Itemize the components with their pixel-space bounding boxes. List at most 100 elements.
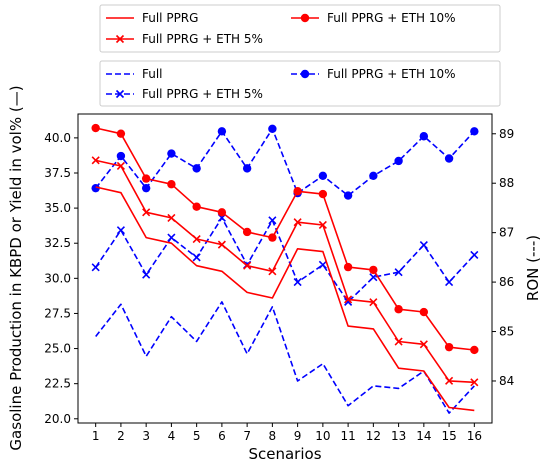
left-tick-label: 40.0 — [44, 131, 71, 145]
data-point-left-full-pprg-eth-5 — [369, 298, 378, 307]
data-point-left-full-pprg-eth-10 — [141, 174, 151, 183]
data-point-left-full-pprg-eth-5 — [419, 340, 428, 349]
data-point-right-full-pprg-eth-10 — [192, 164, 201, 173]
right-axis-label: RON (---) — [524, 235, 542, 301]
data-point-right-full-pprg-eth-10 — [217, 127, 227, 136]
data-point-left-full-pprg-eth-5 — [445, 376, 454, 385]
series-left-full-pprg-eth-5 — [91, 156, 479, 387]
data-point-right-full-pprg-eth-10 — [318, 171, 328, 180]
data-point-right-full-pprg-eth-5 — [318, 260, 327, 269]
series-line-right-full-pprg-eth-5 — [95, 217, 475, 303]
data-point-left-full-pprg-eth-10 — [470, 345, 479, 355]
x-tick-label: 12 — [366, 429, 381, 443]
data-point-right-full-pprg-eth-10 — [394, 156, 403, 166]
data-point-left-full-pprg-eth-10 — [91, 123, 100, 133]
data-point-right-full-pprg-eth-5 — [192, 253, 201, 262]
right-axis-ticks: 84 85 86 87 88 89 — [492, 127, 514, 388]
data-point-left-full-pprg-eth-5 — [394, 337, 403, 346]
data-point-left-full-pprg-eth-10 — [444, 342, 454, 352]
legend-top-label-eth10: Full PPRG + ETH 10% — [327, 11, 456, 25]
data-point-left-full-pprg-eth-5 — [293, 218, 302, 227]
data-point-right-full-pprg-eth-10 — [343, 191, 353, 200]
legend-bottom-label-full: Full — [142, 67, 163, 81]
x-tick-label: 6 — [218, 429, 226, 443]
data-point-right-full-pprg-eth-5 — [419, 240, 428, 250]
legend-top-label-eth5: Full PPRG + ETH 5% — [142, 32, 263, 46]
data-point-left-full-pprg-eth-10 — [394, 305, 403, 314]
data-point-left-full-pprg-eth-5 — [243, 261, 252, 270]
data-point-left-full-pprg-eth-10 — [343, 262, 353, 272]
data-point-right-full-pprg-eth-10 — [91, 183, 100, 193]
data-point-right-full-pprg-eth-5 — [142, 270, 151, 279]
data-point-left-full-pprg-eth-5 — [318, 220, 327, 230]
series-right-full-pprg-eth-10 — [91, 124, 479, 200]
data-point-left-full-pprg-eth-10 — [268, 233, 277, 242]
data-point-left-full-pprg-eth-5 — [192, 234, 201, 244]
left-axis-label: Gasoline Production in KBPD or Yield in … — [7, 85, 25, 450]
data-point-right-full-pprg-eth-5 — [268, 216, 277, 225]
series-line-right-full-pprg-eth-10 — [95, 128, 475, 197]
right-tick-label: 88 — [499, 176, 514, 190]
legend-top-marker-eth5 — [115, 34, 125, 44]
x-tick-label: 11 — [340, 429, 355, 443]
right-tick-label: 84 — [499, 374, 514, 388]
data-point-right-full-pprg-eth-10 — [444, 154, 454, 163]
x-axis-label: Scenarios — [248, 445, 321, 463]
data-point-right-full-pprg-eth-5 — [116, 226, 125, 235]
left-tick-label: 30.0 — [44, 271, 71, 285]
legend-bottom-marker-eth10 — [300, 69, 310, 79]
data-point-left-full-pprg-eth-5 — [268, 267, 277, 276]
left-tick-label: 20.0 — [44, 412, 71, 426]
left-tick-label: 22.5 — [44, 377, 71, 391]
right-tick-label: 87 — [499, 226, 514, 240]
legend-bottom-label-eth10: Full PPRG + ETH 10% — [327, 67, 456, 81]
data-point-left-full-pprg-eth-5 — [470, 378, 479, 387]
data-point-left-full-pprg-eth-5 — [167, 213, 176, 223]
x-axis-ticks: 1 2 3 4 5 6 7 8 9 10 11 12 13 14 15 16 — [92, 423, 482, 443]
data-point-right-full-pprg-eth-5 — [445, 278, 454, 287]
series-line-left-full-pprg — [95, 186, 475, 412]
x-tick-label: 14 — [416, 429, 431, 443]
series-left-full-pprg — [95, 186, 475, 412]
right-tick-label: 85 — [499, 325, 514, 339]
x-tick-label: 15 — [441, 429, 456, 443]
left-tick-label: 25.0 — [44, 342, 71, 356]
series-right-full — [95, 301, 475, 414]
legend-bottom: Full Full PPRG + ETH 10% Full PPRG + ETH… — [99, 60, 501, 107]
right-tick-label: 86 — [499, 275, 514, 289]
series-layer — [91, 123, 479, 414]
data-point-left-full-pprg-eth-10 — [293, 187, 302, 196]
data-point-left-full-pprg-eth-10 — [419, 307, 429, 317]
legend-bottom-frame — [99, 60, 501, 107]
data-point-left-full-pprg-eth-10 — [192, 202, 201, 211]
legend-top-marker-eth10 — [300, 13, 310, 23]
series-left-full-pprg-eth-10 — [91, 123, 479, 355]
left-tick-label: 35.0 — [44, 201, 71, 215]
data-point-left-full-pprg-eth-5 — [344, 295, 353, 304]
data-point-left-full-pprg-eth-10 — [167, 180, 176, 189]
data-point-left-full-pprg-eth-5 — [142, 208, 151, 217]
data-point-right-full-pprg-eth-5 — [293, 278, 302, 287]
right-tick-label: 89 — [499, 127, 514, 141]
left-axis-ticks: 20.0 22.5 25.0 27.5 30.0 32.5 35.0 37.5 40.0 — [44, 131, 78, 426]
data-point-right-full-pprg-eth-10 — [470, 127, 479, 136]
data-point-right-full-pprg-eth-10 — [268, 124, 277, 134]
legend-top: Full PPRG Full PPRG + ETH 10% Full PPRG … — [99, 4, 501, 53]
data-point-left-full-pprg-eth-5 — [217, 240, 226, 249]
data-point-left-full-pprg-eth-10 — [116, 129, 126, 138]
data-point-right-full-pprg-eth-5 — [91, 263, 100, 272]
x-tick-label: 2 — [117, 429, 125, 443]
legend-top-frame — [99, 4, 501, 53]
series-line-left-full-pprg-eth-5 — [95, 159, 475, 384]
data-point-right-full-pprg-eth-10 — [419, 132, 429, 141]
data-point-right-full-pprg-eth-5 — [167, 233, 176, 242]
data-point-left-full-pprg-eth-10 — [242, 227, 252, 237]
left-tick-label: 27.5 — [44, 306, 71, 320]
legend-bottom-marker-eth5 — [115, 89, 125, 99]
series-line-left-full-pprg-eth-10 — [95, 127, 475, 351]
x-tick-label: 3 — [142, 429, 150, 443]
data-point-left-full-pprg-eth-5 — [91, 156, 100, 165]
data-point-right-full-pprg-eth-10 — [369, 171, 378, 180]
data-point-right-full-pprg-eth-5 — [470, 250, 479, 259]
legend-top-label-full-pprg: Full PPRG — [142, 11, 198, 25]
